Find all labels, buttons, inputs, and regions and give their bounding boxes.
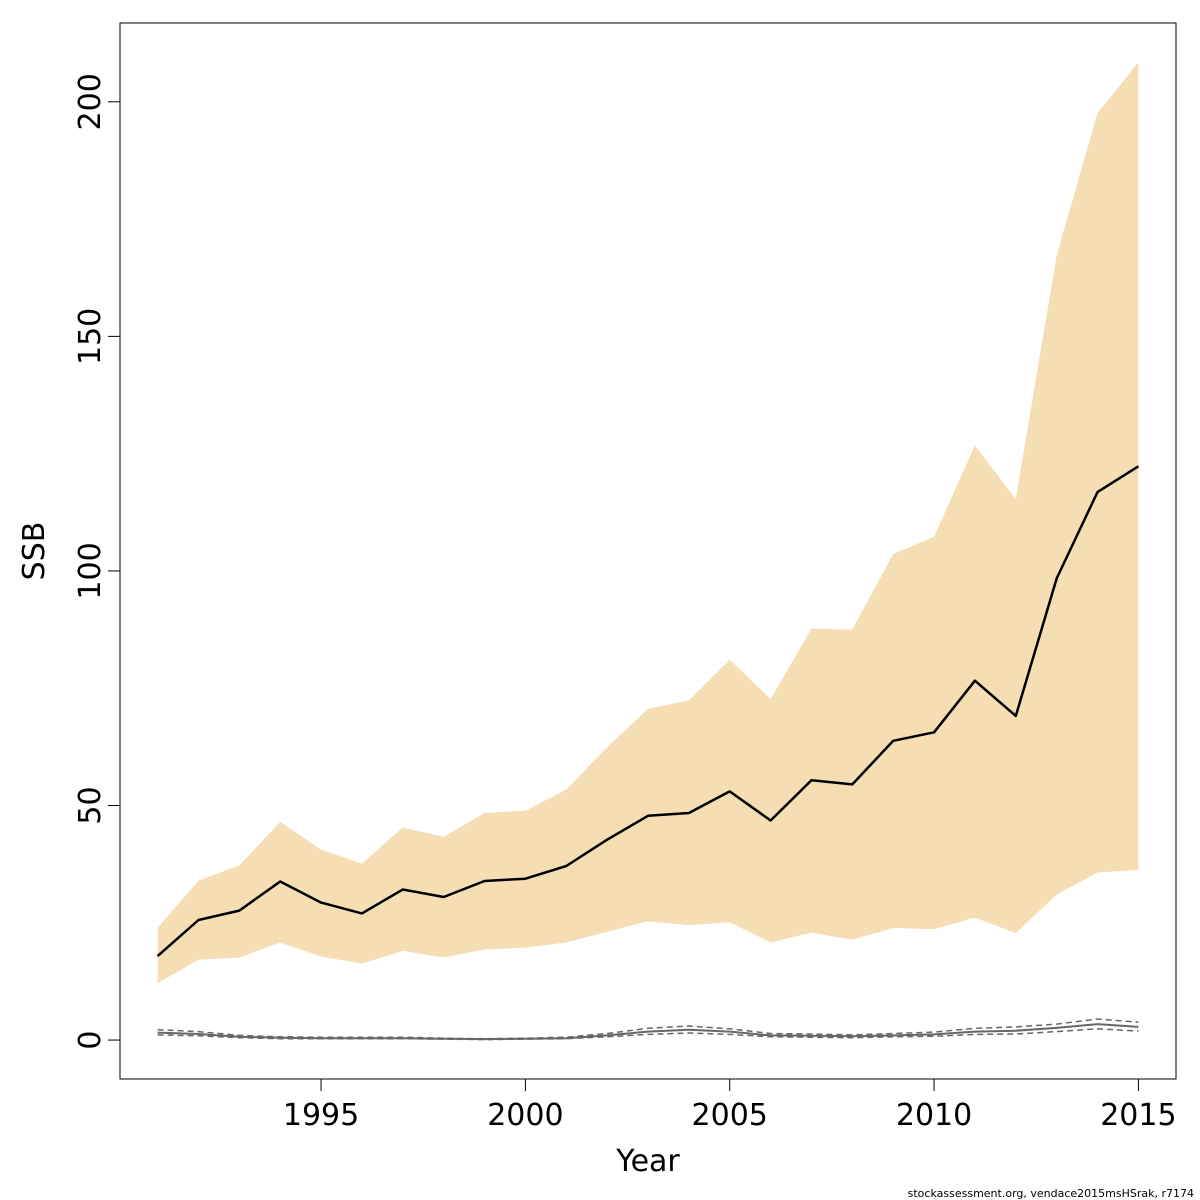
x-tick-label: 2005: [692, 1098, 768, 1133]
y-tick-label: 150: [73, 308, 108, 365]
y-axis: 0 50 100 150 200: [73, 73, 120, 1050]
x-tick-label: 2010: [896, 1098, 972, 1133]
x-axis-title: Year: [615, 1144, 680, 1179]
footer-credit: stockassessment.org, vendace2015msHSrak,…: [908, 1187, 1194, 1200]
x-tick-label: 1995: [283, 1098, 359, 1133]
estimate-line-layer: [156, 465, 1140, 958]
confidence-band-layer: [157, 62, 1139, 984]
x-tick-label: 2015: [1100, 1098, 1176, 1133]
y-tick-label: 100: [73, 542, 108, 599]
y-tick-label: 50: [73, 786, 108, 824]
x-axis: 1995 2000 2005 2010 2015: [283, 1079, 1177, 1133]
reference-upper-line: [157, 1018, 1139, 1040]
ssb-estimate-line: [156, 465, 1140, 958]
confidence-band: [157, 62, 1139, 984]
y-axis-title: SSB: [17, 522, 52, 581]
y-tick-label: 0: [73, 1031, 108, 1050]
x-tick-label: 2000: [487, 1098, 563, 1133]
reference-lines-layer: [157, 1018, 1139, 1041]
y-tick-label: 200: [73, 73, 108, 130]
reference-line: [157, 1023, 1139, 1041]
plot-frame: [119, 22, 1177, 1080]
